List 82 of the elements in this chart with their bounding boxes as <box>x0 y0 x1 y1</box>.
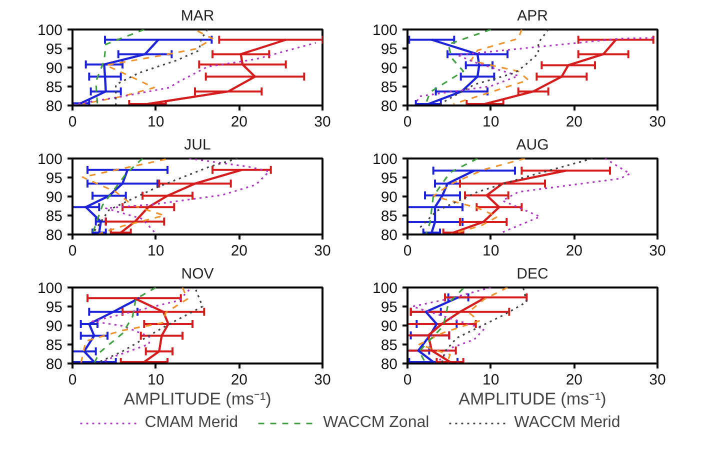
line-series <box>425 158 478 234</box>
y-tick-label: 80 <box>46 356 63 373</box>
y-tick-label: 95 <box>46 41 63 58</box>
y-tick-label: 85 <box>46 208 63 225</box>
y-tick-label: 90 <box>380 60 398 77</box>
y-tick-label: 85 <box>46 79 63 96</box>
x-axis-title: AMPLITUDE (ms⁻¹) <box>458 390 606 408</box>
y-tick-label: 95 <box>46 170 63 187</box>
y-tick-label: 90 <box>380 318 398 335</box>
chart-title: AUG <box>516 136 549 154</box>
y-tick-label: 90 <box>46 189 63 206</box>
y-tick-label: 80 <box>46 98 63 115</box>
x-tick-label: 10 <box>482 242 500 260</box>
x-axis-title: AMPLITUDE (ms⁻¹) <box>124 390 272 408</box>
y-tick-label: 100 <box>37 280 63 297</box>
x-tick-label: 0 <box>68 242 77 260</box>
x-tick-label: 30 <box>649 114 666 130</box>
chart-title: APR <box>517 8 548 24</box>
x-tick-label: 30 <box>314 372 331 388</box>
chart-title: DEC <box>516 266 548 282</box>
line-series <box>82 158 167 234</box>
y-tick-label: 95 <box>380 41 398 58</box>
y-tick-label: 100 <box>372 151 398 168</box>
y-tick-label: 95 <box>380 299 398 316</box>
y-tick-label: 90 <box>46 318 63 335</box>
x-tick-label: 0 <box>68 372 77 388</box>
line-series <box>115 30 208 106</box>
x-tick-label: 10 <box>147 372 164 388</box>
chart-title: MAR <box>180 8 214 24</box>
y-tick-label: 95 <box>46 299 63 316</box>
legend-label: WACCM Zonal <box>323 414 430 432</box>
line-series <box>500 158 631 234</box>
y-tick-label: 85 <box>380 79 398 96</box>
x-tick-label: 20 <box>230 372 248 388</box>
x-tick-label: 10 <box>482 372 500 388</box>
line-series <box>418 288 464 364</box>
chart-title: NOV <box>181 266 214 282</box>
y-tick-label: 85 <box>380 337 398 354</box>
line-series <box>72 42 317 106</box>
chart-title: JUL <box>184 136 211 154</box>
y-tick-label: 100 <box>37 22 63 39</box>
y-tick-label: 80 <box>380 227 398 244</box>
y-tick-label: 90 <box>46 60 63 77</box>
x-tick-label: 0 <box>403 372 412 388</box>
x-tick-label: 30 <box>649 242 666 260</box>
y-tick-label: 100 <box>372 280 398 297</box>
y-tick-label: 100 <box>37 151 63 168</box>
line-series <box>92 158 144 234</box>
x-tick-label: 20 <box>566 372 583 388</box>
y-tick-label: 80 <box>46 227 63 244</box>
x-tick-label: 30 <box>649 372 666 388</box>
y-tick-label: 85 <box>380 208 398 225</box>
x-tick-label: 10 <box>482 114 500 130</box>
line-series <box>82 30 214 105</box>
line-series <box>105 158 270 234</box>
x-tick-label: 0 <box>403 114 412 130</box>
legend-label: WACCM Merid <box>514 414 620 432</box>
x-tick-label: 20 <box>230 114 248 130</box>
line-series <box>440 288 528 364</box>
x-tick-label: 10 <box>147 242 164 260</box>
x-tick-label: 30 <box>314 114 331 130</box>
line-series <box>93 288 157 364</box>
line-series <box>432 158 526 234</box>
line-series <box>439 30 550 105</box>
line-series <box>418 158 594 230</box>
x-tick-label: 20 <box>230 242 248 260</box>
y-tick-label: 85 <box>46 337 63 354</box>
legend-label: CMAM Merid <box>144 414 238 432</box>
line-series <box>412 288 492 364</box>
y-tick-label: 95 <box>380 170 398 187</box>
y-tick-label: 80 <box>380 98 398 115</box>
y-tick-label: 100 <box>372 22 398 39</box>
y-tick-label: 80 <box>380 356 398 373</box>
x-tick-label: 0 <box>68 114 77 130</box>
y-tick-label: 90 <box>380 189 398 206</box>
x-tick-label: 0 <box>403 242 412 260</box>
x-tick-label: 10 <box>147 114 164 130</box>
x-tick-label: 20 <box>566 242 583 260</box>
x-tick-label: 20 <box>566 114 583 130</box>
x-tick-label: 30 <box>314 242 331 260</box>
line-series <box>95 30 145 106</box>
line-series <box>452 30 530 105</box>
